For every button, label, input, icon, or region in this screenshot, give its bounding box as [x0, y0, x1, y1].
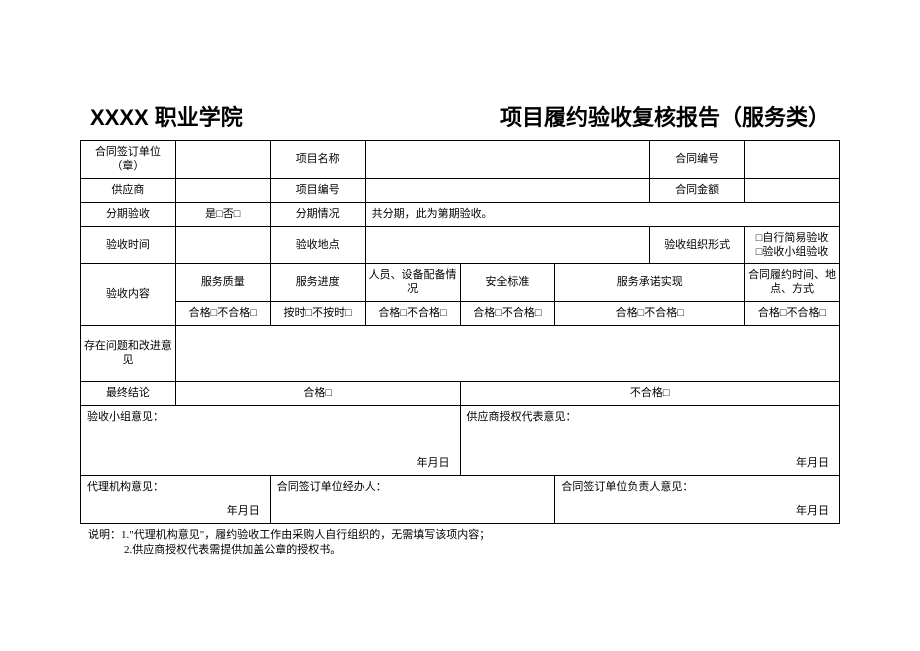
label-contract-no: 合同编号 — [650, 141, 745, 179]
supplier-rep-cell: 供应商授权代表意见： 年月日 — [460, 405, 840, 475]
label-safety-standard: 安全标准 — [460, 264, 555, 302]
label-supplier: 供应商 — [81, 178, 176, 202]
label-group-opinion: 验收小组意见： — [87, 411, 164, 423]
val-commitment-passfail: 合格□不合格□ — [555, 301, 745, 325]
date-supplier-rep: 年月日 — [796, 456, 829, 470]
val-installment-text: 共分期，此为第期验收。 — [365, 202, 839, 226]
group-opinion-cell: 验收小组意见： 年月日 — [81, 405, 461, 475]
label-accept-time: 验收时间 — [81, 226, 176, 264]
label-supplier-rep: 供应商授权代表意见： — [467, 411, 577, 423]
label-accept-content: 验收内容 — [81, 264, 176, 326]
label-accept-place: 验收地点 — [270, 226, 365, 264]
date-agency-opinion: 年月日 — [227, 504, 260, 518]
label-contract-handler: 合同签订单位经办人： — [277, 481, 387, 493]
label-installment-status: 分期情况 — [270, 202, 365, 226]
val-accept-time — [175, 226, 270, 264]
val-contract-unit — [175, 141, 270, 179]
val-progress-ontime: 按时□不按时□ — [270, 301, 365, 325]
label-contract-amount: 合同金额 — [650, 178, 745, 202]
title-left: XXXX 职业学院 — [90, 100, 243, 132]
agency-opinion-cell: 代理机构意见： 年月日 — [81, 475, 271, 523]
val-problems — [175, 325, 839, 381]
label-accept-org-form: 验收组织形式 — [650, 226, 745, 264]
title-right: 项目履约验收复核报告（服务类） — [500, 100, 830, 132]
label-agency-opinion: 代理机构意见： — [87, 481, 164, 493]
val-yes-no: 是□否□ — [175, 202, 270, 226]
val-contract-amount — [745, 178, 840, 202]
notes-block: 说明：1."代理机构意见"，履约验收工作由采购人自行组织的，无需填写该项内容； … — [80, 528, 840, 559]
val-accept-org-opts: □自行简易验收 □验收小组验收 — [745, 226, 840, 264]
label-installment: 分期验收 — [81, 202, 176, 226]
label-contract-perform: 合同履约时间、地点、方式 — [745, 264, 840, 302]
label-contract-leader: 合同签订单位负责人意见： — [561, 481, 693, 493]
label-service-progress: 服务进度 — [270, 264, 365, 302]
note-line1: 说明：1."代理机构意见"，履约验收工作由采购人自行组织的，无需填写该项内容； — [88, 528, 840, 543]
label-final-conclusion: 最终结论 — [81, 381, 176, 405]
val-safety-passfail: 合格□不合格□ — [460, 301, 555, 325]
val-perform-passfail: 合格□不合格□ — [745, 301, 840, 325]
label-project-name: 项目名称 — [270, 141, 365, 179]
val-contract-no — [745, 141, 840, 179]
label-personnel-equip: 人员、设备配备情况 — [365, 264, 460, 302]
val-quality-passfail: 合格□不合格□ — [175, 301, 270, 325]
label-service-quality: 服务质量 — [175, 264, 270, 302]
report-table: 合同签订单位（章） 项目名称 合同编号 供应商 项目编号 合同金额 分期验收 是… — [80, 140, 840, 524]
val-project-no — [365, 178, 650, 202]
contract-handler-cell: 合同签订单位经办人： — [270, 475, 555, 523]
val-final-fail: 不合格□ — [460, 381, 840, 405]
val-project-name — [365, 141, 650, 179]
date-group-opinion: 年月日 — [417, 456, 450, 470]
val-supplier — [175, 178, 270, 202]
note-line2: 2.供应商授权代表需提供加盖公章的授权书。 — [88, 543, 840, 558]
label-problems: 存在问题和改进意见 — [81, 325, 176, 381]
label-project-no: 项目编号 — [270, 178, 365, 202]
label-contract-unit: 合同签订单位（章） — [81, 141, 176, 179]
val-personnel-passfail: 合格□不合格□ — [365, 301, 460, 325]
label-service-commitment: 服务承诺实现 — [555, 264, 745, 302]
contract-leader-cell: 合同签订单位负责人意见： 年月日 — [555, 475, 840, 523]
date-contract-leader: 年月日 — [796, 504, 829, 518]
val-accept-place — [365, 226, 650, 264]
val-final-pass: 合格□ — [175, 381, 460, 405]
